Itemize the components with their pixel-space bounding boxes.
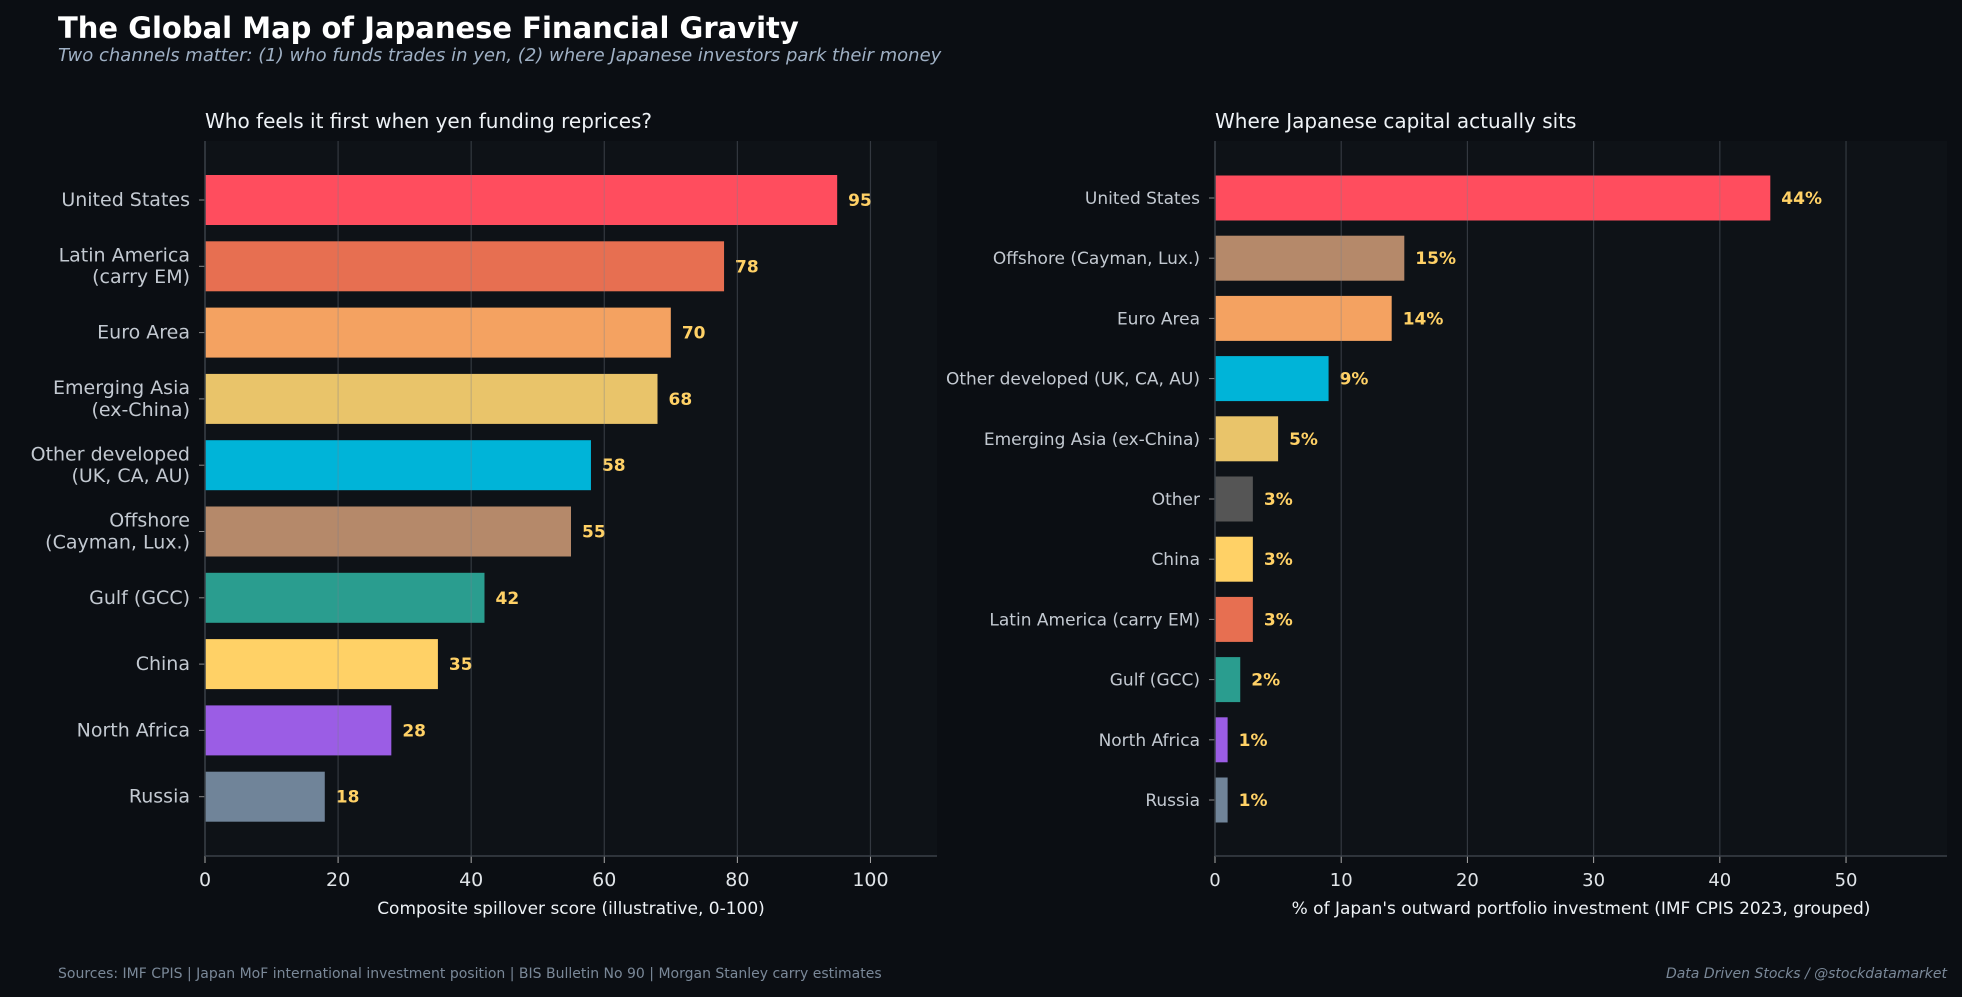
x-tick-label: 0 (1209, 870, 1220, 891)
category-label: North Africa (1099, 731, 1200, 751)
x-tick-label: 50 (1835, 870, 1858, 891)
bar (1215, 717, 1228, 763)
category-label: China (136, 653, 190, 675)
figure-title: The Global Map of Japanese Financial Gra… (58, 11, 799, 45)
bar (205, 639, 438, 690)
bar (205, 506, 571, 557)
x-tick-label: 80 (725, 869, 749, 891)
bar-value-label: 95 (848, 191, 872, 211)
bar-value-label: 58 (602, 456, 626, 476)
category-label: Gulf (GCC) (89, 587, 190, 609)
bar (1215, 777, 1228, 823)
sources-footnote: Sources: IMF CPIS | Japan MoF internatio… (58, 966, 882, 982)
bar-value-label: 42 (495, 589, 519, 609)
bar-value-label: 35 (449, 655, 473, 675)
bar-value-label: 55 (582, 523, 606, 543)
x-tick-label: 10 (1330, 870, 1353, 891)
category-label: United States (1085, 189, 1200, 209)
bar-value-label: 1% (1239, 791, 1268, 811)
bar-value-label: 68 (669, 390, 693, 410)
category-label: Other developed (UK, CA, AU) (946, 370, 1200, 390)
bar (205, 771, 325, 822)
bar-value-label: 9% (1340, 370, 1369, 390)
category-label: Russia (129, 786, 190, 808)
category-label: Other (1152, 490, 1200, 510)
bar (205, 572, 485, 623)
chart-title: Who feels it first when yen funding repr… (205, 109, 652, 133)
x-tick-label: 40 (459, 869, 483, 891)
category-label: North Africa (77, 719, 190, 741)
bar-value-label: 28 (402, 721, 426, 741)
bar (1215, 235, 1405, 281)
bar (1215, 416, 1279, 462)
category-label: Emerging Asia (ex-China) (984, 430, 1200, 450)
bar-value-label: 15% (1415, 249, 1456, 269)
category-label: Gulf (GCC) (1110, 671, 1200, 691)
category-label: (ex-China) (91, 399, 190, 421)
bar-value-label: 3% (1264, 490, 1293, 510)
x-tick-label: 40 (1708, 870, 1731, 891)
category-label: Euro Area (97, 322, 190, 344)
bar (1215, 657, 1241, 703)
bar (205, 373, 658, 424)
category-label: Latin America (carry EM) (989, 610, 1200, 630)
chart-title: Where Japanese capital actually sits (1215, 109, 1576, 133)
x-tick-label: 20 (1456, 870, 1479, 891)
category-label: (carry EM) (92, 266, 190, 288)
bar (1215, 356, 1329, 402)
x-tick-label: 20 (326, 869, 350, 891)
bar (205, 241, 725, 292)
credit-footnote: Data Driven Stocks / @stockdatamarket (1666, 966, 1948, 982)
spillover-chart: Who feels it first when yen funding repr… (31, 109, 937, 919)
bar-value-label: 14% (1403, 309, 1444, 329)
x-tick-label: 60 (592, 869, 616, 891)
bar (205, 307, 671, 358)
category-label: United States (61, 189, 190, 211)
category-label: Russia (1145, 791, 1200, 811)
bar (1215, 175, 1771, 221)
bar (1215, 476, 1253, 522)
bar-value-label: 3% (1264, 610, 1293, 630)
x-axis-label: % of Japan's outward portfolio investmen… (1292, 899, 1871, 919)
bar-value-label: 3% (1264, 550, 1293, 570)
category-label: Latin America (59, 244, 190, 266)
bar (205, 440, 591, 491)
bar (1215, 596, 1253, 642)
x-tick-label: 0 (199, 869, 211, 891)
category-label: Euro Area (1117, 309, 1200, 329)
bar-value-label: 1% (1239, 731, 1268, 751)
x-tick-label: 100 (852, 869, 888, 891)
x-tick-label: 30 (1582, 870, 1605, 891)
figure-subtitle: Two channels matter: (1) who funds trade… (58, 45, 942, 66)
bar-value-label: 18 (336, 788, 360, 808)
category-label: China (1151, 550, 1200, 570)
bar (1215, 536, 1253, 582)
bar-value-label: 78 (735, 257, 759, 277)
category-label: Other developed (31, 443, 190, 465)
x-axis-label: Composite spillover score (illustrative,… (377, 899, 765, 919)
bar (205, 705, 392, 756)
bar (1215, 295, 1392, 341)
portfolio-chart: Where Japanese capital actually sits 44% U… (946, 109, 1947, 919)
category-label: Offshore (Cayman, Lux.) (993, 249, 1200, 269)
category-label: (UK, CA, AU) (71, 465, 190, 487)
category-label: (Cayman, Lux.) (45, 531, 190, 553)
category-label: Emerging Asia (53, 377, 190, 399)
bar-value-label: 2% (1251, 671, 1280, 691)
category-label: Offshore (109, 510, 190, 532)
bar-value-label: 70 (682, 324, 706, 344)
bar (205, 175, 838, 225)
bar-value-label: 5% (1289, 430, 1318, 450)
bar-value-label: 44% (1781, 189, 1822, 209)
